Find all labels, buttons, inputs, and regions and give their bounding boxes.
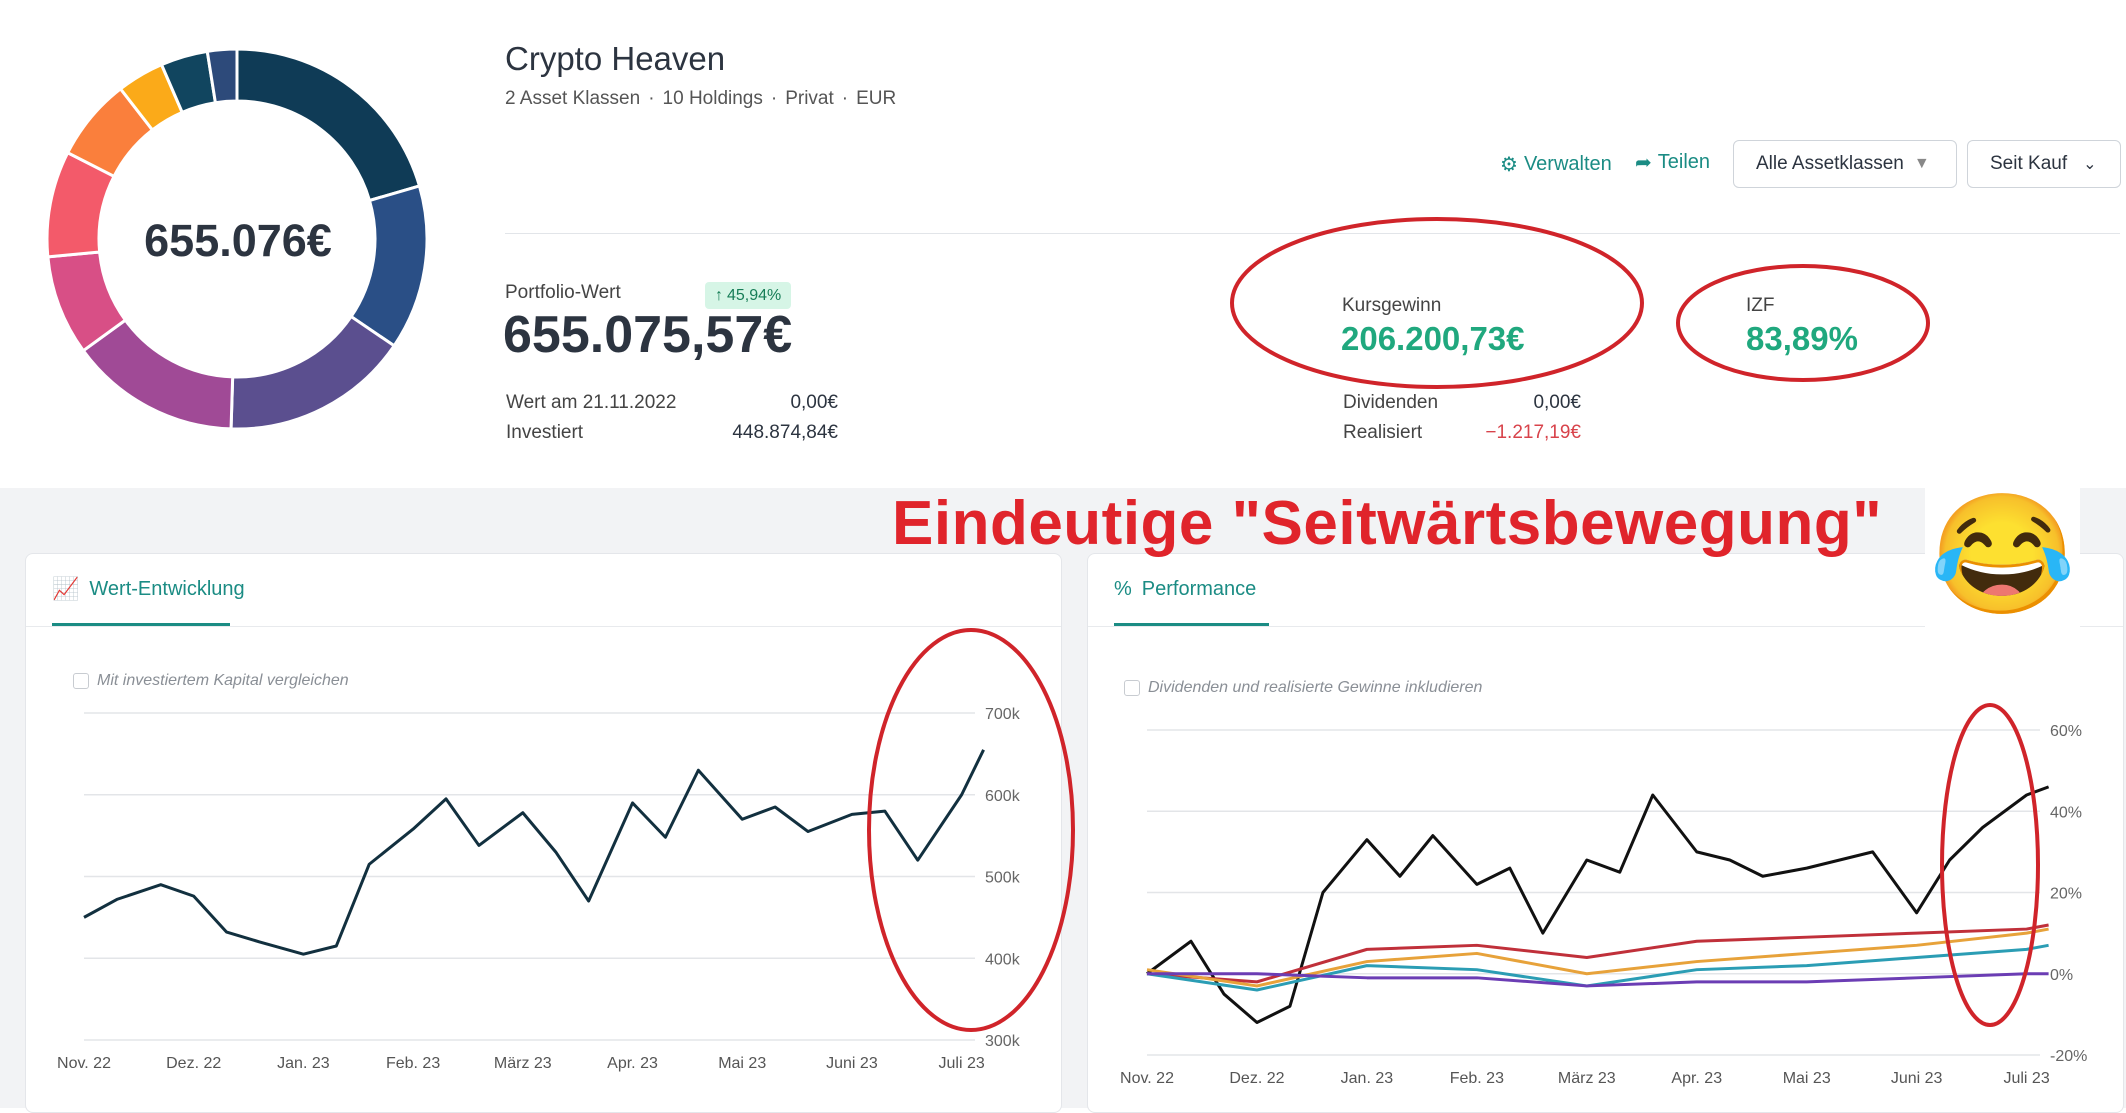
y-tick-label: -20% (2050, 1048, 2087, 1065)
filter-icon: ▼ (1913, 155, 1930, 172)
irr-label: IZF (1746, 295, 1775, 316)
header-divider (505, 233, 2120, 234)
checkbox-box[interactable] (1124, 680, 1140, 696)
asset-filter-label: Alle Assetklassen (1756, 153, 1904, 174)
subtitle-account-type: Privat (785, 88, 834, 109)
percent-icon: % (1114, 578, 1132, 600)
irr-value: 83,89% (1746, 320, 1858, 357)
x-tick-label: März 23 (494, 1055, 552, 1072)
x-tick-label: Juni 23 (826, 1055, 878, 1072)
performance-badge-value: 45,94% (727, 286, 782, 304)
laughing-emoji-icon: 😂 (1929, 489, 2076, 621)
price-gain-label: Kursgewinn (1342, 295, 1442, 316)
y-tick-label: 40% (2050, 804, 2082, 821)
performance-card-header (1088, 554, 2123, 627)
arrow-up-icon: ↑ (715, 286, 723, 304)
x-tick-label: Apr. 23 (1671, 1070, 1722, 1087)
portfolio-header: 655.076€ Crypto Heaven 2 Asset Klassen · … (0, 0, 2126, 488)
manage-button[interactable]: ⚙ Verwalten (1500, 152, 1612, 177)
chevron-down-icon: ⌄ (2083, 156, 2097, 173)
series-line-0 (1146, 785, 2050, 1024)
subtitle-holdings: 10 Holdings (662, 88, 763, 109)
x-tick-label: Juli 23 (939, 1055, 985, 1072)
price-gain-value: 206.200,73€ (1341, 320, 1525, 357)
invested-value: 448.874,84€ (732, 422, 838, 443)
donut-total: 655.076€ (144, 215, 332, 266)
start-value: 0,00€ (790, 392, 838, 413)
tab-performance[interactable]: % Performance (1114, 578, 1256, 601)
x-tick-label: Feb. 23 (386, 1055, 440, 1072)
line-chart-icon: 📈 (52, 576, 80, 601)
x-tick-label: Mai 23 (1783, 1070, 1831, 1087)
tab-value-underline (52, 623, 230, 626)
x-tick-label: Jan. 23 (1341, 1070, 1394, 1087)
subtitle-asset-classes: 2 Asset Klassen (505, 88, 641, 109)
performance-badge: ↑ 45,94% (705, 282, 792, 309)
emoji-background: 😂 (1925, 480, 2080, 630)
annotation-circle-gain (1230, 217, 1644, 389)
share-button[interactable]: ➦ Teilen (1635, 150, 1710, 175)
y-tick-label: 60% (2050, 723, 2082, 740)
tab-performance-underline (1114, 623, 1269, 626)
x-tick-label: Feb. 23 (1450, 1070, 1504, 1087)
asset-class-filter[interactable]: Alle Assetklassen ▼ (1733, 140, 1957, 188)
x-tick-label: Dez. 22 (1229, 1070, 1284, 1087)
invested-label: Investiert (506, 422, 584, 443)
period-select[interactable]: Seit Kauf ⌄ (1967, 140, 2121, 188)
tab-performance-label: Performance (1141, 578, 1257, 600)
value-card-header (26, 554, 1061, 627)
start-value-label: Wert am 21.11.2022 (506, 392, 677, 413)
x-tick-label: Apr. 23 (607, 1055, 658, 1072)
portfolio-title: Crypto Heaven (505, 40, 726, 77)
allocation-donut-chart[interactable] (44, 46, 430, 432)
share-label: Teilen (1657, 151, 1711, 173)
x-tick-label: März 23 (1558, 1070, 1616, 1087)
period-label: Seit Kauf (1990, 153, 2068, 174)
annotation-circle-irr (1676, 264, 1930, 382)
checkbox-box[interactable] (73, 673, 89, 689)
compare-invested-checkbox[interactable]: Mit investiertem Kapital vergleichen (73, 672, 349, 690)
realized-value: −1.217,19€ (1485, 422, 1581, 443)
x-tick-label: Mai 23 (718, 1055, 766, 1072)
compare-invested-label: Mit investiertem Kapital vergleichen (97, 672, 349, 689)
x-tick-label: Dez. 22 (166, 1055, 221, 1072)
manage-label: Verwalten (1523, 153, 1612, 175)
x-tick-label: Jan. 23 (277, 1055, 330, 1072)
donut-segment-9 (205, 47, 239, 105)
y-tick-label: 0% (2050, 967, 2073, 984)
y-tick-label: 300k (985, 1033, 1021, 1050)
series-line-3 (1146, 943, 2049, 992)
include-dividends-label: Dividenden und realisierte Gewinne inklu… (1148, 679, 1483, 696)
portfolio-value-label: Portfolio-Wert (505, 282, 621, 303)
gear-icon: ⚙ (1500, 154, 1518, 176)
x-tick-label: Nov. 22 (57, 1055, 111, 1072)
include-dividends-checkbox[interactable]: Dividenden und realisierte Gewinne inklu… (1124, 679, 1482, 697)
share-icon: ➦ (1635, 152, 1652, 174)
annotation-headline: Eindeutige "Seitwärtsbewegung" (892, 489, 1883, 558)
x-tick-label: Juni 23 (1891, 1070, 1943, 1087)
realized-label: Realisiert (1343, 422, 1423, 443)
portfolio-value: 655.075,57€ (503, 306, 793, 364)
x-tick-label: Nov. 22 (1120, 1070, 1174, 1087)
subtitle-currency: EUR (856, 88, 897, 109)
series-line-0 (83, 749, 985, 956)
tab-value-development[interactable]: 📈 Wert-Entwicklung (52, 576, 245, 602)
dividends-value: 0,00€ (1533, 392, 1581, 413)
stats-annotation-circles (1230, 217, 1930, 389)
dividends-label: Dividenden (1343, 392, 1439, 413)
tab-value-label: Wert-Entwicklung (89, 577, 245, 600)
portfolio-subtitle: 2 Asset Klassen · 10 Holdings · Privat · EU… (505, 88, 897, 109)
x-tick-label: Juli 23 (2003, 1070, 2049, 1087)
y-tick-label: 20% (2050, 886, 2082, 903)
